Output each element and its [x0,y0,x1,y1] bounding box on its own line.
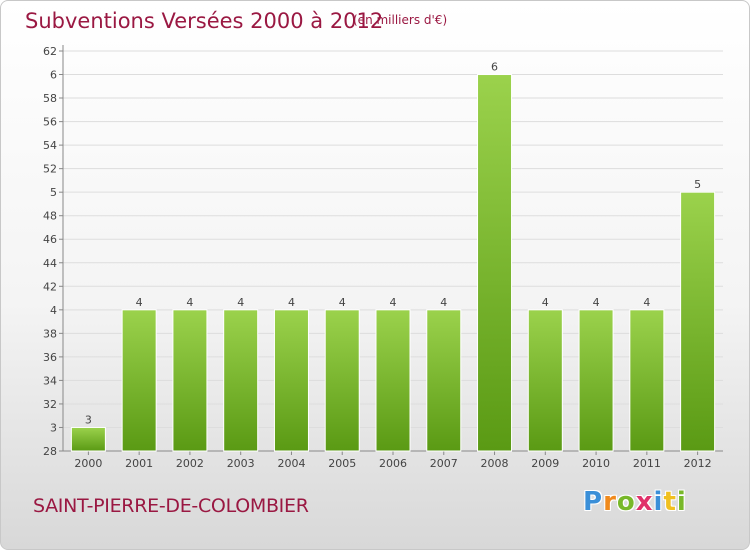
bar [324,309,360,452]
logo-letter: o [616,487,636,517]
x-tick-label: 2008 [481,457,509,470]
y-tick-label: 36 [43,351,57,364]
logo-letter: r [603,487,617,517]
bar [578,309,614,452]
y-tick-label: 56 [43,116,57,129]
bar-value-label: 4 [186,296,193,309]
y-tick-label: 58 [43,92,57,105]
y-tick-label: 5 [50,186,57,199]
y-tick-label: 3 [50,421,57,434]
bar [273,309,309,452]
bar [223,309,259,452]
bar-value-label: 6 [491,61,498,74]
logo-letter: i [653,487,664,517]
bar-value-label: 4 [237,296,244,309]
bar [172,309,208,452]
x-tick-label: 2012 [684,457,712,470]
bar-value-label: 4 [339,296,346,309]
bar-value-label: 4 [136,296,143,309]
bar [680,191,716,452]
y-tick-label: 48 [43,210,57,223]
x-tick-label: 2009 [531,457,559,470]
bar-value-label: 3 [85,413,92,426]
logo-letter: x [635,487,654,517]
bar-value-label: 4 [440,296,447,309]
bar-chart: 2833234363844244464855254565866232000420… [43,45,723,470]
bars [70,74,716,452]
y-tick-label: 44 [43,257,57,270]
y-tick-label: 28 [43,445,57,458]
y-tick-label: 4 [50,304,57,317]
bar [70,426,106,452]
x-tick-label: 2011 [633,457,661,470]
commune-name: SAINT-PIERRE-DE-COLOMBIER [33,495,309,517]
bar [629,309,665,452]
y-tick-label: 42 [43,280,57,293]
chart-title: Subventions Versées 2000 à 2012 [25,9,384,33]
x-tick-label: 2003 [227,457,255,470]
x-tick-label: 2001 [125,457,153,470]
bar [527,309,563,452]
bar [121,309,157,452]
y-tick-label: 46 [43,233,57,246]
x-tick-label: 2006 [379,457,407,470]
x-tick-label: 2005 [328,457,356,470]
proxiti-logo[interactable]: Proxiti [583,487,687,517]
logo-letter: P [583,487,604,517]
y-tick-label: 6 [50,69,57,82]
y-tick-label: 32 [43,398,57,411]
logo-letter: i [676,487,687,517]
labels: 2833234363844244464855254565866232000420… [43,45,712,470]
x-tick-label: 2000 [74,457,102,470]
x-tick-label: 2004 [277,457,305,470]
bar [375,309,411,452]
bar [477,74,513,452]
x-tick-label: 2010 [582,457,610,470]
logo-letter: t [663,487,677,517]
y-tick-label: 52 [43,163,57,176]
y-tick-label: 62 [43,45,57,58]
bar [426,309,462,452]
y-tick-label: 54 [43,139,57,152]
bar-value-label: 5 [694,178,701,191]
bar-value-label: 4 [643,296,650,309]
bar-value-label: 4 [593,296,600,309]
bar-value-label: 4 [288,296,295,309]
x-tick-label: 2002 [176,457,204,470]
bar-value-label: 4 [390,296,397,309]
unit-label: (en milliers d'€) [353,13,448,27]
y-tick-label: 38 [43,327,57,340]
x-tick-label: 2007 [430,457,458,470]
y-tick-label: 34 [43,374,57,387]
bar-value-label: 4 [542,296,549,309]
